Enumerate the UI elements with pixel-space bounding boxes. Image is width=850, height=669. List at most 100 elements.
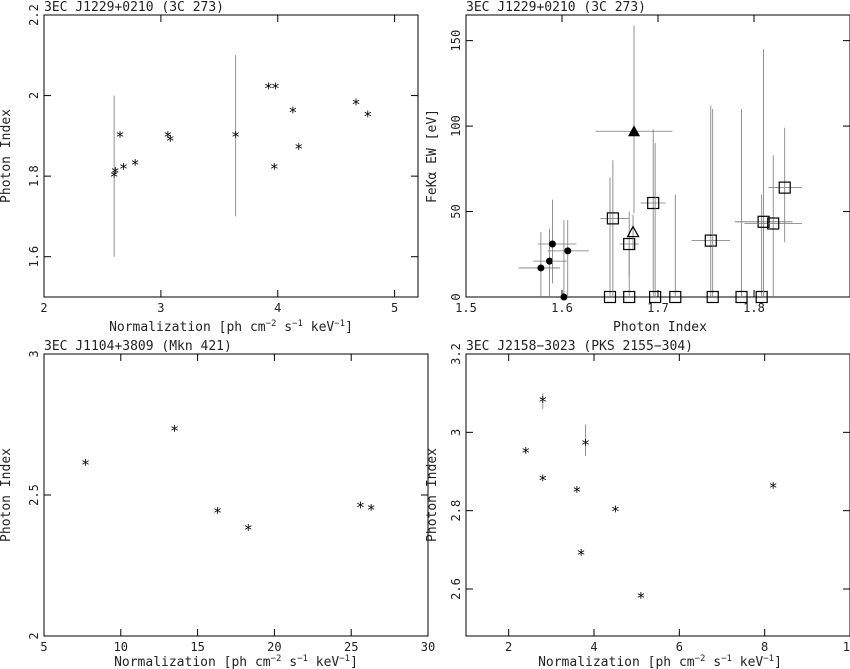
data-point: * — [294, 140, 303, 158]
x-tick-label: 5 — [40, 640, 47, 654]
data-point: * — [264, 80, 273, 98]
data-point — [537, 264, 545, 272]
x-axis-label: Photon Index — [613, 320, 707, 335]
data-point — [735, 290, 748, 304]
data-point — [778, 181, 791, 194]
data-point: * — [163, 128, 172, 146]
x-tick-label: 3 — [157, 301, 164, 315]
x-tick-label: 4 — [274, 301, 281, 315]
y-tick-label: 3 — [27, 350, 41, 357]
data-point: * — [288, 104, 297, 122]
y-tick-label: 2 — [27, 92, 41, 99]
x-tick-label: 1.8 — [743, 301, 765, 315]
data-point: * — [572, 483, 581, 501]
data-point: * — [119, 160, 128, 178]
panel-pks2155-normalization: 3EC J2158−3023 (PKS 2155−304) 2 4 6 8 10 2.6 2… — [425, 339, 850, 669]
x-tick-label: 2 — [505, 640, 512, 654]
panel-title: 3EC J1229+0210 (3C 273) — [44, 0, 224, 15]
y-tick-label: 2.6 — [449, 578, 463, 600]
panel-3c273-normalization: 3EC J1229+0210 (3C 273) 2 3 4 51.61.822.2**… — [0, 0, 419, 335]
data-point — [704, 234, 717, 247]
panel-3c273-feka-ew: 3EC J1229+0210 (3C 273) 1.5 1.6 1.7 1.8 0 50 1… — [425, 0, 850, 335]
data-point: * — [213, 504, 222, 522]
plot-frame — [465, 14, 850, 298]
x-tick-label: 1.5 — [455, 301, 477, 315]
data-point — [757, 215, 770, 228]
y-tick-label: 1.6 — [27, 246, 41, 268]
data-point: * — [115, 128, 124, 146]
x-tick-label: 10 — [114, 640, 128, 654]
y-tick-label: 100 — [449, 115, 463, 137]
data-point: * — [81, 456, 90, 474]
data-point — [649, 290, 662, 304]
data-point — [548, 240, 556, 248]
data-point — [603, 290, 617, 304]
y-axis-label: Photon Index — [0, 109, 14, 203]
y-tick-label: 50 — [449, 204, 463, 218]
panel-mkn421-normalization: 3EC J1104+3809 (Mkn 421) 5 10 15 20 25 30 2 2.5… — [0, 339, 435, 669]
y-tick-label: 2.8 — [449, 500, 463, 522]
data-point: * — [231, 128, 240, 146]
x-axis-label: Normalization [ph cm−2 s−1 keV−1] — [538, 654, 782, 669]
data-point: * — [521, 444, 530, 462]
data-point — [623, 237, 636, 251]
x-tick-label: 20 — [267, 640, 281, 654]
data-point — [647, 196, 660, 210]
plot-frame — [43, 14, 419, 298]
data-point: * — [581, 436, 590, 454]
x-tick-label: 10 — [843, 640, 850, 654]
y-axis-label: FeKα EW [eV] — [425, 109, 440, 203]
data-point: * — [244, 521, 253, 539]
x-tick-label: 8 — [761, 640, 768, 654]
data-point: * — [270, 160, 279, 178]
data-point — [623, 290, 636, 304]
x-tick-label: 1.6 — [551, 301, 573, 315]
data-point: * — [538, 393, 547, 411]
y-axis-label: Photon Index — [425, 448, 440, 542]
plot-frame — [465, 353, 850, 637]
data-point: * — [166, 132, 175, 150]
data-point — [628, 125, 640, 137]
y-tick-label: 2.5 — [27, 484, 41, 506]
data-point — [560, 293, 568, 301]
y-tick-label: 3.2 — [449, 343, 463, 365]
x-tick-label: 25 — [344, 640, 358, 654]
y-tick-label: 1.8 — [27, 165, 41, 187]
data-point: * — [352, 96, 361, 114]
data-point — [564, 247, 572, 255]
data-point: * — [367, 501, 376, 519]
data-point: * — [577, 546, 586, 564]
data-point — [767, 217, 780, 230]
data-point — [706, 290, 719, 304]
plot-frame — [43, 353, 429, 637]
panel-title: 3EC J1229+0210 (3C 273) — [466, 0, 646, 15]
y-tick-label: 3 — [449, 429, 463, 436]
y-tick-label: 2 — [27, 632, 41, 639]
x-tick-label: 15 — [190, 640, 204, 654]
data-point: * — [611, 503, 620, 521]
x-tick-label: 1.7 — [647, 301, 669, 315]
panel-title: 3EC J2158−3023 (PKS 2155−304) — [466, 339, 693, 354]
x-tick-label: 5 — [391, 301, 398, 315]
x-tick-label: 30 — [421, 640, 435, 654]
data-point: * — [170, 422, 179, 440]
x-axis-label: Normalization [ph cm−2 s−1 keV−1] — [114, 654, 358, 669]
y-tick-label: 2.2 — [27, 4, 41, 26]
data-point — [669, 290, 682, 304]
panel-title: 3EC J1104+3809 (Mkn 421) — [44, 339, 232, 354]
x-tick-label: 6 — [676, 640, 683, 654]
data-point: * — [363, 108, 372, 126]
x-tick-label: 2 — [40, 301, 47, 315]
data-point: * — [636, 589, 645, 607]
x-tick-label: 4 — [590, 640, 597, 654]
data-point: * — [131, 156, 140, 174]
y-axis-label: Photon Index — [0, 448, 14, 542]
data-point — [546, 257, 554, 265]
data-point — [606, 212, 619, 225]
data-point: * — [110, 168, 119, 186]
data-point: * — [111, 164, 120, 182]
data-point: * — [538, 471, 547, 489]
data-point — [755, 290, 768, 304]
data-point: * — [356, 498, 365, 516]
